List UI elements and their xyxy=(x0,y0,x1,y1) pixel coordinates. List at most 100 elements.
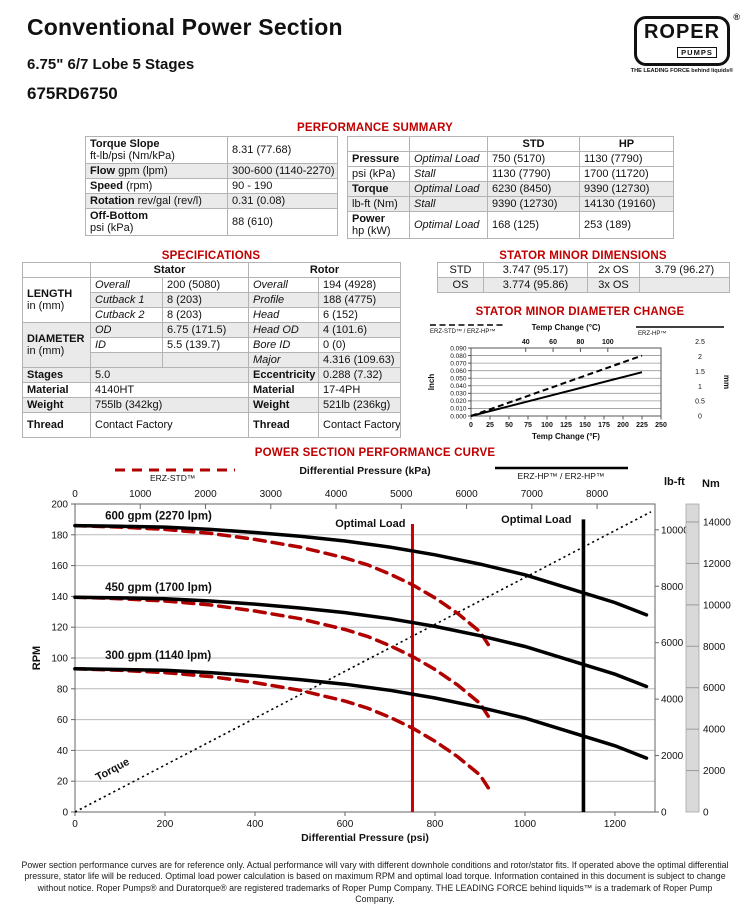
top-tick-label: 80 xyxy=(577,339,585,346)
y-tick-label: 0.020 xyxy=(450,398,467,405)
y-tick-label: 0.060 xyxy=(450,368,467,375)
top-tick-label: 40 xyxy=(522,339,530,346)
perf-left-value: 8.31 (77.68) xyxy=(227,136,338,164)
perf-right-header-row: STD HP xyxy=(347,136,674,152)
spec-rotor-sub: Major xyxy=(248,352,319,368)
minor-dims-row: STD 3.747 (95.17) 2x OS 3.79 (96.27) xyxy=(437,262,730,278)
nm-axis-title: Nm xyxy=(702,478,720,490)
x-tick-label: 100 xyxy=(541,422,553,429)
y-axis-title: Inch xyxy=(427,374,436,391)
spec-stator-sub: Overall xyxy=(90,277,163,293)
roper-logo-pumps: PUMPS xyxy=(677,47,717,58)
perf-right-cell: 6230 (8450) xyxy=(487,181,580,197)
lbft-axis-title: lb-ft xyxy=(664,476,685,488)
spec-row: Weight 755lb (342kg) Weight 521lb (236kg) xyxy=(22,397,402,413)
perf-left-row: Rotation rev/gal (rev/l) 0.31 (0.08) xyxy=(85,193,338,209)
nm-tick-label: 14000 xyxy=(703,518,731,529)
cell xyxy=(22,262,91,278)
spec-stator-sub xyxy=(90,352,163,368)
perf-right-cell: 1700 (11720) xyxy=(579,166,674,182)
spec-rotor-value: 0 (0) xyxy=(317,337,402,353)
spec-rotor-label: Weight xyxy=(248,397,319,413)
legend-dashed-label: ERZ-STD™ / ERZ-HP™ xyxy=(430,328,495,335)
stator-minor-diameter-change-chart: ERZ-STD™ / ERZ-HP™ Temp Change (°C) ERZ-HP… xyxy=(427,323,731,441)
y-tick-label: 0.040 xyxy=(450,383,467,390)
series-450-gpm-erz-hp xyxy=(73,595,649,689)
spec-stator-value xyxy=(162,352,249,368)
spec-rotor-value: 4 (101.6) xyxy=(317,322,402,338)
nm-tick-label: 12000 xyxy=(703,559,731,570)
perf-right-cell: Power hp (kW) xyxy=(347,211,410,239)
y-tick-label: 120 xyxy=(51,623,68,634)
y-tick-label: 40 xyxy=(57,746,69,757)
spec-row: Thread Contact Factory Thread Contact Facto… xyxy=(22,412,402,438)
series-solid xyxy=(470,371,643,417)
perf-right-cell: psi (kPa) xyxy=(347,166,410,182)
x-axis-title: Temp Change (°F) xyxy=(532,432,600,441)
minor-dims-cell: 3.747 (95.17) xyxy=(483,262,588,278)
spec-rotor-value: 188 (4775) xyxy=(317,292,402,308)
x-tick-label: 600 xyxy=(337,819,354,830)
minor-dims-cell: OS xyxy=(437,277,484,293)
spec-rotor-label: Material xyxy=(248,382,319,398)
optimal-load-label-std: Optimal Load xyxy=(335,518,405,530)
top-tick-label: 6000 xyxy=(455,489,478,500)
lbft-tick-label: 10000 xyxy=(661,525,689,536)
lbft-tick-label: 0 xyxy=(661,808,667,819)
spec-row-label: Stages xyxy=(22,367,91,383)
top-tick-label: 60 xyxy=(549,339,557,346)
spec-stator-value: 5.0 xyxy=(90,367,249,383)
spec-row: ID 5.5 (139.7) Bore ID 0 (0) xyxy=(23,337,402,353)
x-axis-title: Differential Pressure (psi) xyxy=(301,832,429,844)
y-tick-label: 160 xyxy=(51,561,68,572)
roper-logo-box: ROPER PUMPS xyxy=(633,16,731,66)
power-section-performance-curve-chart: ERZ-STD™ Differential Pressure (kPa) ERZ-H… xyxy=(31,465,731,844)
perf-right-row: Pressure Optimal Load 750 (5170) 1130 (7790… xyxy=(347,151,674,167)
nm-tick-label: 10000 xyxy=(703,600,731,611)
top-tick-label: 3000 xyxy=(260,489,283,500)
perf-left-row: Torque Slope ft-lb/psi (Nm/kPa) 8.31 (77.6… xyxy=(85,136,338,164)
spec-stator-value: 8 (203) xyxy=(162,307,249,323)
series-dashed xyxy=(470,354,643,417)
y2-tick-label: 0 xyxy=(698,414,702,421)
top-tick-label: 4000 xyxy=(325,489,348,500)
spec-rotor-value: 0.288 (7.32) xyxy=(317,367,402,383)
perf-right-cell: lb-ft (Nm) xyxy=(347,196,410,212)
spec-stator-sub: Cutback 2 xyxy=(90,307,163,323)
y-tick-label: 0.010 xyxy=(450,406,467,413)
perf-right-cell: Torque xyxy=(347,181,410,197)
perf-right-cell: Optimal Load xyxy=(409,181,488,197)
spec-stator-value: 5.5 (139.7) xyxy=(162,337,249,353)
performance-curve-heading: POWER SECTION PERFORMANCE CURVE xyxy=(254,447,496,459)
spec-rotor-value: 521lb (236kg) xyxy=(317,397,402,413)
minor-dims-cell: 2x OS xyxy=(587,262,640,278)
x-tick-label: 400 xyxy=(247,819,264,830)
spec-row: Major 4.316 (109.63) xyxy=(22,352,402,368)
perf-right-cell: 9390 (12730) xyxy=(579,181,674,197)
perf-right-cell: Pressure xyxy=(347,151,410,167)
spec-rotor-value: 17-4PH xyxy=(317,382,402,398)
spec-row-label: Thread xyxy=(22,412,91,438)
x-tick-label: 50 xyxy=(505,422,513,429)
roper-logo-brand: ROPER xyxy=(643,21,721,43)
y2-tick-label: 2.5 xyxy=(695,339,705,346)
y-tick-label: 0.090 xyxy=(450,345,467,352)
spec-group-label: LENGTH in (mm) xyxy=(22,277,91,323)
top-tick-label: 1000 xyxy=(129,489,152,500)
perf-left-label: Rotation rev/gal (rev/l) xyxy=(85,193,228,209)
x-tick-label: 75 xyxy=(524,422,532,429)
registered-mark-icon: ® xyxy=(733,12,740,22)
perf-right-cell: Optimal Load xyxy=(409,211,488,239)
performance-summary-heading: PERFORMANCE SUMMARY xyxy=(296,122,454,134)
x-tick-label: 200 xyxy=(617,422,629,429)
cell xyxy=(347,136,410,152)
stator-minor-dimensions-heading: STATOR MINOR DIMENSIONS xyxy=(499,250,667,262)
perf-right-col-header: STD xyxy=(487,136,580,152)
y-tick-label: 0.030 xyxy=(450,391,467,398)
perf-right-row: Power hp (kW) Optimal Load 168 (125) 253 (18… xyxy=(347,211,674,239)
x-tick-label: 0 xyxy=(72,819,78,830)
flow-curve-label: 600 gpm (2270 lpm) xyxy=(105,510,212,522)
perf-right-cell: 168 (125) xyxy=(487,211,580,239)
flow-curve-label: 300 gpm (1140 lpm) xyxy=(105,650,211,662)
minor-dims-cell: 3x OS xyxy=(587,277,640,293)
